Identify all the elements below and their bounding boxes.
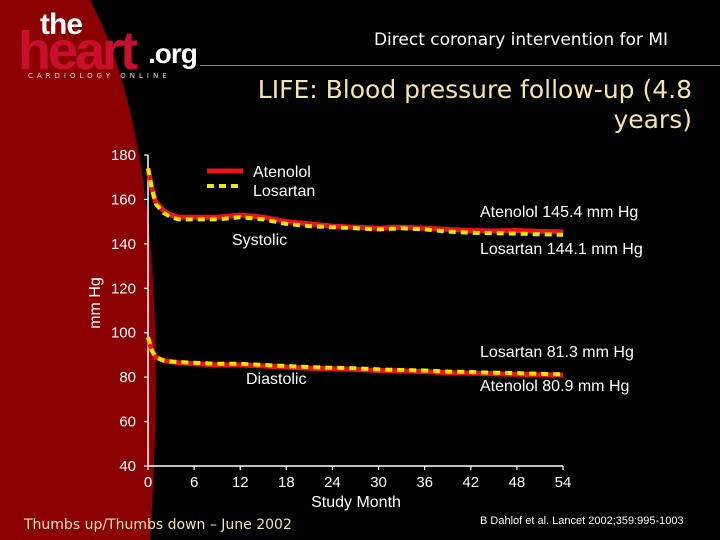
atenolol-diastolic-final-label: Atenolol 80.9 mm Hg: [480, 378, 629, 395]
y-tick-label: 80: [119, 369, 136, 386]
red-swoosh-decoration: [0, 0, 156, 540]
x-tick-label: 42: [462, 474, 479, 491]
legend-atenolol-label: Atenolol: [253, 164, 311, 181]
atenolol-systolic-final-label: Atenolol 145.4 mm Hg: [480, 204, 638, 221]
header-title: Direct coronary intervention for MI: [373, 30, 668, 50]
footer-citation: B Dahlof et al. Lancet 2002;359:995-1003: [480, 515, 684, 527]
x-tick-label: 54: [555, 474, 572, 491]
header-divider: [200, 65, 720, 66]
y-tick-label: 120: [111, 280, 136, 297]
x-tick-label: 24: [324, 474, 341, 491]
slide-title: LIFE: Blood pressure follow-up (4.8 year…: [257, 75, 692, 134]
x-axis-title: Study Month: [311, 494, 401, 511]
chart-axes: [147, 155, 563, 467]
x-tick-label: 48: [509, 474, 526, 491]
footer-source: Thumbs up/Thumbs down – June 2002: [24, 517, 292, 533]
y-tick-label: 180: [111, 147, 136, 164]
systolic-label: Systolic: [232, 232, 287, 249]
logo-heart-text: heart: [18, 21, 138, 81]
x-tick-label: 36: [416, 474, 433, 491]
losartan-diastolic-final-label: Losartan 81.3 mm Hg: [480, 344, 634, 361]
x-tick-label: 0: [144, 474, 152, 491]
diastolic-label: Diastolic: [246, 371, 306, 388]
series-line-losartan-systolic: [146, 167, 564, 237]
x-tick-label: 6: [190, 474, 198, 491]
logo-the-text: the: [40, 8, 83, 41]
chart-legend: Atenolol Losartan: [207, 164, 315, 200]
series-line-atenolol-systolic: [145, 167, 564, 235]
x-tick-label: 12: [232, 474, 249, 491]
series-line-atenolol-diastolic: [145, 336, 564, 378]
logo-org-text: .org: [148, 38, 198, 69]
x-tick-label: 18: [278, 474, 295, 491]
y-tick-label: 40: [119, 458, 136, 475]
chart-ticks: 40 60 80 100 120 140 160 180 0 6 12 18 24 30 36 42 48 54: [111, 147, 571, 491]
y-tick-label: 60: [119, 414, 136, 431]
chart-series: [145, 167, 564, 378]
legend-losartan-label: Losartan: [253, 183, 315, 200]
losartan-systolic-final-label: Losartan 144.1 mm Hg: [480, 241, 643, 258]
logo-tagline: CARDIOLOGY ONLINE: [28, 72, 171, 80]
x-tick-label: 30: [370, 474, 387, 491]
y-tick-label: 160: [111, 191, 136, 208]
y-tick-label: 100: [111, 325, 136, 342]
y-tick-label: 140: [111, 236, 136, 253]
y-axis-title: mm Hg: [87, 277, 104, 329]
